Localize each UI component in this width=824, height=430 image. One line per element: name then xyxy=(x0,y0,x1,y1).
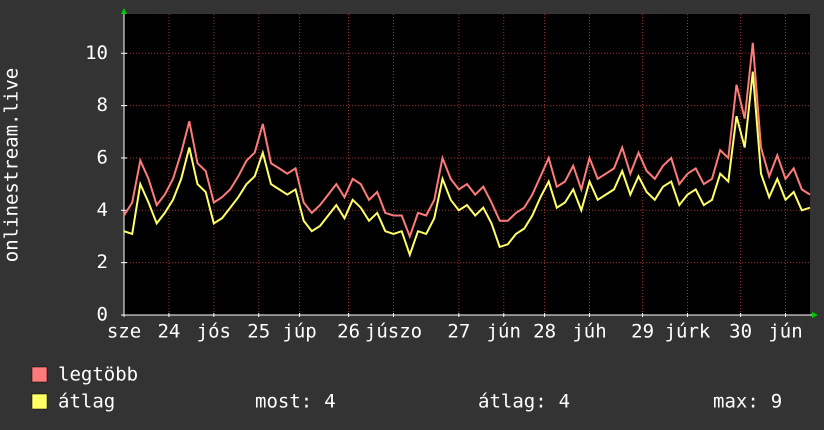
axis-arrow xyxy=(812,312,818,318)
x-tick-label: jún xyxy=(768,321,802,343)
stat-label: max: xyxy=(713,391,759,413)
y-axis-label: onlinestream.live xyxy=(1,68,23,262)
x-tick-label: 27 xyxy=(447,321,470,343)
x-tick-label: 28 xyxy=(533,321,556,343)
x-tick-label: júh xyxy=(572,321,606,343)
y-tick-label: 10 xyxy=(85,42,108,64)
x-tick-label: júrk xyxy=(665,321,711,343)
plot-area xyxy=(124,14,810,315)
x-tick-label: 24 xyxy=(157,321,180,343)
y-tick-label: 2 xyxy=(97,251,108,273)
stat-label: átlag: xyxy=(478,391,547,413)
stat-value: 4 xyxy=(559,391,570,413)
x-tick-label: sze xyxy=(107,321,141,343)
x-tick-label: júszo xyxy=(365,321,422,343)
series-line xyxy=(123,71,811,258)
y-tick-label: 0 xyxy=(97,304,108,326)
stat-label: most: xyxy=(255,391,312,413)
y-tick-label: 6 xyxy=(97,146,108,168)
x-tick-label: 30 xyxy=(729,321,752,343)
legend-swatch xyxy=(31,366,48,383)
legend-label: legtöbb xyxy=(58,364,138,386)
x-tick-label: júp xyxy=(282,321,316,343)
x-tick-label: jún xyxy=(487,321,521,343)
x-tick-label: 25 xyxy=(247,321,270,343)
axis-arrow xyxy=(121,8,127,14)
x-tick-label: jós xyxy=(197,321,231,343)
series-line xyxy=(123,42,811,240)
legend-swatch xyxy=(31,393,48,410)
stat-value: 4 xyxy=(324,391,335,413)
x-tick-label: 26 xyxy=(337,321,360,343)
stat-value: 9 xyxy=(771,391,782,413)
legend-label: átlag xyxy=(58,391,115,413)
x-tick-label: 29 xyxy=(631,321,654,343)
y-tick-label: 4 xyxy=(97,199,108,221)
y-tick-label: 8 xyxy=(97,94,108,116)
